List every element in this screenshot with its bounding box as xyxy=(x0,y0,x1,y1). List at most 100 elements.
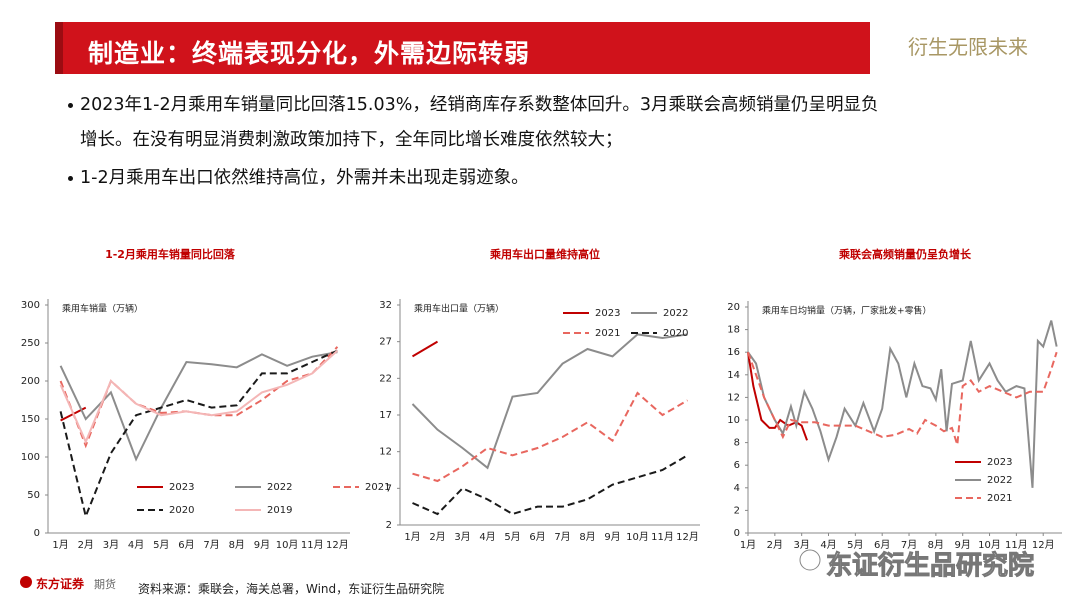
x-tick-label: 1月 xyxy=(404,531,420,543)
x-tick-label: 5月 xyxy=(847,539,863,551)
x-tick-label: 9月 xyxy=(604,531,620,543)
x-tick-label: 3月 xyxy=(454,531,470,543)
y-tick-label: 12 xyxy=(379,447,392,458)
x-tick-label: 3月 xyxy=(793,539,809,551)
x-tick-label: 12月 xyxy=(1032,539,1055,551)
x-tick-label: 5月 xyxy=(153,539,169,551)
legend-label: 2022 xyxy=(663,308,688,319)
logo-text: 东方证券 xyxy=(36,577,85,591)
y-tick-label: 22 xyxy=(379,373,392,384)
x-tick-label: 12月 xyxy=(676,531,699,543)
x-tick-label: 2月 xyxy=(429,531,445,543)
y-tick-label: 12 xyxy=(727,392,740,403)
chart-title: 乘用车出口量维持高位 xyxy=(489,247,600,261)
x-tick-label: 4月 xyxy=(820,539,836,551)
x-tick-label: 12月 xyxy=(326,539,349,551)
slide-title: 制造业：终端表现分化，外需边际转弱 xyxy=(88,39,531,68)
series-line xyxy=(411,340,439,358)
y-tick-label: 32 xyxy=(379,300,392,311)
series-line xyxy=(747,320,1058,488)
y-tick-label: 8 xyxy=(734,438,740,449)
chart-title: 1-2月乘用车销量同比回落 xyxy=(105,247,236,261)
y-tick-label: 0 xyxy=(34,528,40,539)
x-tick-label: 9月 xyxy=(955,539,971,551)
y-tick-label: 10 xyxy=(727,415,740,426)
y-tick-label: 20 xyxy=(727,302,740,313)
x-tick-label: 6月 xyxy=(529,531,545,543)
y-tick-label: 7 xyxy=(386,483,392,494)
x-tick-label: 11月 xyxy=(651,531,674,543)
legend-label: 2022 xyxy=(987,475,1012,486)
header-bar xyxy=(55,22,870,74)
x-tick-label: 2月 xyxy=(78,539,94,551)
header-tab xyxy=(55,22,63,74)
x-tick-label: 6月 xyxy=(178,539,194,551)
x-tick-label: 4月 xyxy=(479,531,495,543)
watermark: 东证衍生品研究院 xyxy=(825,551,1035,582)
legend-label: 2023 xyxy=(987,457,1012,468)
logo-icon xyxy=(20,576,32,588)
legend-label: 2020 xyxy=(169,505,194,516)
y-tick-label: 200 xyxy=(21,376,40,387)
source-note: 资料来源：乘联会，海关总署，Wind，东证衍生品研究院 xyxy=(138,582,445,596)
chart-title: 乘联会高频销量仍呈负增长 xyxy=(838,247,972,261)
x-tick-label: 8月 xyxy=(229,539,245,551)
series-line xyxy=(412,454,689,516)
x-tick-label: 7月 xyxy=(901,539,917,551)
x-tick-label: 11月 xyxy=(1005,539,1028,551)
y-tick-label: 2 xyxy=(386,520,392,531)
bullet: 1-2月乘用车出口依然维持高位，外需并未出现走弱迹象。 xyxy=(68,161,880,196)
y-tick-label: 27 xyxy=(379,337,392,348)
legend-label: 2021 xyxy=(987,493,1012,504)
x-tick-label: 11月 xyxy=(301,539,324,551)
y-tick-label: 6 xyxy=(734,460,740,471)
y-tick-label: 14 xyxy=(727,370,740,381)
legend-label: 2021 xyxy=(595,328,620,339)
x-tick-label: 1月 xyxy=(740,539,756,551)
series-line xyxy=(59,349,338,520)
axis-label: 乘用车出口量（万辆） xyxy=(414,303,504,315)
y-tick-label: 0 xyxy=(734,528,740,539)
watermark-icon xyxy=(799,549,821,571)
y-tick-label: 150 xyxy=(21,414,40,425)
axis-label: 乘用车日均销量（万辆，厂家批发+零售） xyxy=(762,305,932,317)
x-tick-label: 10月 xyxy=(626,531,649,543)
series-line xyxy=(747,351,1058,446)
series-line xyxy=(59,349,339,445)
series-line xyxy=(412,391,689,483)
legend-label: 2023 xyxy=(595,308,620,319)
y-tick-label: 100 xyxy=(21,452,40,463)
x-tick-label: 8月 xyxy=(579,531,595,543)
x-tick-label: 10月 xyxy=(978,539,1001,551)
bullet: 2023年1-2月乘用车销量同比回落15.03%，经销商库存系数整体回升。3月乘… xyxy=(68,88,880,158)
legend-label: 2021 xyxy=(365,482,390,493)
legend-label: 2020 xyxy=(663,328,688,339)
y-tick-label: 250 xyxy=(21,338,40,349)
x-tick-label: 4月 xyxy=(128,539,144,551)
logo-sub: 期货 xyxy=(94,578,116,591)
legend-label: 2019 xyxy=(267,505,292,516)
y-tick-label: 18 xyxy=(727,325,740,336)
y-tick-label: 50 xyxy=(27,490,40,501)
axis-label: 乘用车销量（万辆） xyxy=(62,303,143,315)
x-tick-label: 7月 xyxy=(554,531,570,543)
brand-slogan: 衍生无限未来 xyxy=(908,35,1028,59)
x-tick-label: 2月 xyxy=(767,539,783,551)
series-line xyxy=(411,333,688,470)
x-tick-label: 3月 xyxy=(103,539,119,551)
y-tick-label: 4 xyxy=(734,483,740,494)
y-tick-label: 17 xyxy=(379,410,392,421)
x-tick-label: 7月 xyxy=(203,539,219,551)
x-tick-label: 1月 xyxy=(52,539,68,551)
x-tick-label: 10月 xyxy=(276,539,299,551)
y-tick-label: 2 xyxy=(734,505,740,516)
legend-label: 2023 xyxy=(169,482,194,493)
x-tick-label: 8月 xyxy=(928,539,944,551)
x-tick-label: 5月 xyxy=(504,531,520,543)
legend-label: 2022 xyxy=(267,482,292,493)
x-tick-label: 9月 xyxy=(254,539,270,551)
y-tick-label: 300 xyxy=(21,300,40,311)
x-tick-label: 6月 xyxy=(874,539,890,551)
